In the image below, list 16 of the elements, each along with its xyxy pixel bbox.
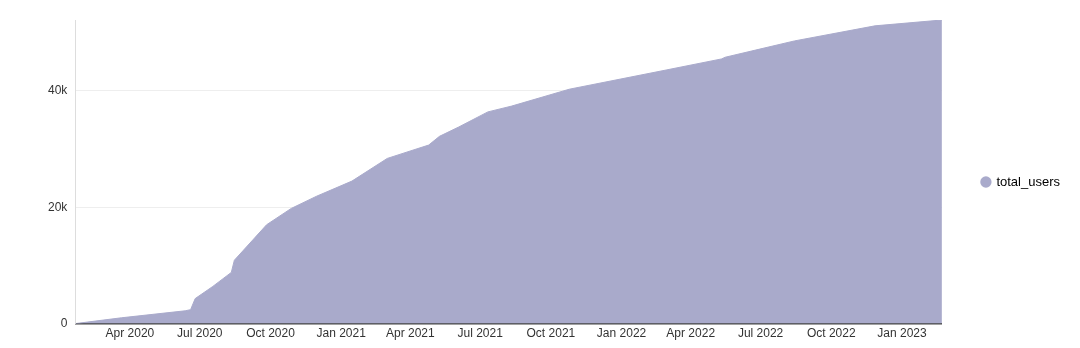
x-tick-label: Jan 2022 bbox=[596, 326, 647, 341]
x-tick-label: Jan 2021 bbox=[316, 326, 367, 341]
x-tick-label: Apr 2020 bbox=[105, 326, 155, 341]
y-tick-label: 0 bbox=[60, 315, 68, 330]
x-tick-label: Oct 2020 bbox=[246, 326, 296, 341]
y-tick-label: 20k bbox=[47, 199, 69, 214]
y-tick-label: 40k bbox=[47, 83, 69, 98]
x-tick-label: Jul 2022 bbox=[737, 326, 784, 341]
legend-label: total_users bbox=[996, 173, 1061, 189]
x-tick-label: Jan 2023 bbox=[877, 326, 927, 341]
x-tick-label: Apr 2022 bbox=[666, 326, 716, 341]
x-tick-label: Oct 2022 bbox=[806, 326, 856, 341]
x-tick-label: Oct 2021 bbox=[526, 326, 576, 341]
x-tick-label: Jul 2020 bbox=[177, 326, 223, 341]
x-tick-label: Apr 2021 bbox=[385, 326, 435, 341]
x-tick-label: Jul 2021 bbox=[457, 326, 504, 341]
